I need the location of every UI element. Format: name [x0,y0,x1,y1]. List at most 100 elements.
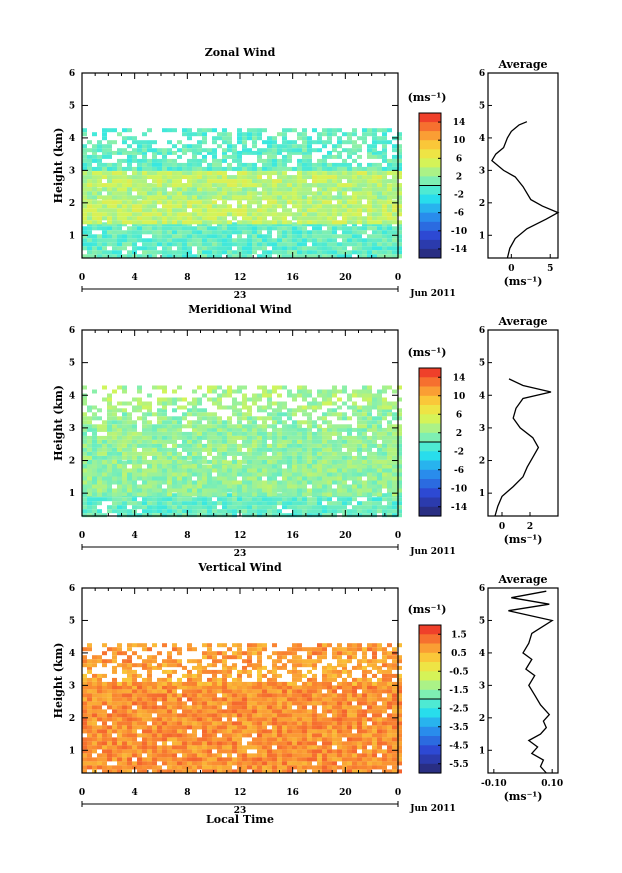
vertical-heat-cell [327,685,332,690]
zonal-heat-cell [322,216,327,221]
meridional-heat-cell [237,389,242,394]
meridional-heat-cell [142,443,147,448]
vertical-heat-cell [302,725,307,730]
meridional-heat-cell [337,447,342,452]
zonal-heat-cell [127,150,132,155]
vertical-heat-cell [212,737,217,742]
zonal-heat-cell [322,158,327,163]
vertical-heat-cell [127,693,132,698]
zonal-heat-cell [227,195,232,200]
meridional-heat-cell [247,443,252,448]
meridional-heat-cell [187,435,192,440]
meridional-heat-cell [272,468,277,473]
meridional-heat-cell [387,488,392,493]
meridional-heat-cell [157,397,162,402]
vertical-heat-cell [277,689,282,694]
meridional-heat-cell [317,497,322,502]
vertical-heat-cell [312,693,317,698]
zonal-heat-cell [187,230,192,235]
zonal-heat-cell [372,144,377,149]
vertical-heat-cell [347,685,352,690]
meridional-heat-cell [277,401,282,406]
zonal-heat-cell [327,175,332,180]
zonal-heat-cell [132,246,137,251]
vertical-heat-cell [92,685,97,690]
meridional-heat-cell [287,389,292,394]
zonal-heat-cell [187,216,192,221]
vertical-heat-cell [92,717,97,722]
meridional-heat-cell [372,501,377,506]
meridional-heat-cell [387,492,392,497]
meridional-heat-cell [227,488,232,493]
zonal-heat-cell [122,238,127,243]
zonal-heat-cell [322,234,327,239]
meridional-cbar-segment [419,451,441,462]
zonal-heat-cell [317,246,322,251]
zonal-heat-cell [167,171,172,176]
meridional-heat-cell [392,497,397,502]
zonal-heat-cell [277,179,282,184]
zonal-heat-cell [247,166,252,171]
vertical-heat-cell [172,729,177,734]
meridional-heat-cell [197,484,202,489]
meridional-heat-cell [282,476,287,481]
zonal-heat-cell [212,140,217,145]
meridional-heat-cell [112,420,117,425]
vertical-heat-cell [212,717,217,722]
vertical-heat-cell [257,737,262,742]
zonal-heat-cell [302,234,307,239]
zonal-heat-cell [107,140,112,145]
zonal-heat-cell [257,136,262,141]
vertical-heat-cell [167,721,172,726]
zonal-heat-cell [302,175,307,180]
zonal-heat-cell [357,242,362,247]
zonal-heat-cell [337,166,342,171]
zonal-heat-cell [197,246,202,251]
meridional-heat-cell [302,476,307,481]
meridional-heat-cell [247,447,252,452]
meridional-heat-cell [152,509,157,514]
meridional-heat-cell [137,459,142,464]
zonal-heat-cell [232,150,237,155]
zonal-heat-cell [187,246,192,251]
vertical-heat-cell [232,689,237,694]
meridional-heat-cell [107,416,112,421]
zonal-heat-cell [387,171,392,176]
zonal-heat-cell [372,148,377,153]
meridional-heat-cell [177,468,182,473]
zonal-heat-cell [302,162,307,167]
vertical-heat-cell [367,729,372,734]
zonal-heat-cell [317,136,322,141]
vertical-heat-cell [107,733,112,738]
zonal-heat-cell [117,183,122,188]
meridional-avg-ytick-label: 2 [479,457,485,467]
zonal-heat-cell [222,136,227,141]
meridional-heat-cell [202,476,207,481]
vertical-heat-cell [297,689,302,694]
zonal-heat-cell [217,220,222,225]
vertical-heat-cell [137,709,142,714]
meridional-heat-cell [167,424,172,429]
zonal-heat-cell [322,212,327,217]
zonal-heat-cell [312,238,317,243]
meridional-heat-cell [137,431,142,436]
meridional-heat-cell [342,501,347,506]
meridional-heat-cell [82,443,87,448]
meridional-heat-cell [377,393,382,398]
zonal-heat-cell [107,191,112,196]
vertical-heat-cell [237,733,242,738]
zonal-heat-cell [207,179,212,184]
zonal-heat-cell [347,230,352,235]
meridional-heat-cell [152,480,157,485]
zonal-heat-cell [127,191,132,196]
zonal-heat-cell [362,242,367,247]
meridional-heat-cell [352,455,357,460]
zonal-heat-cell [372,195,377,200]
meridional-heat-cell [152,435,157,440]
meridional-heat-cell [372,397,377,402]
zonal-heat-cell [382,246,387,251]
meridional-heat-cell [217,447,222,452]
meridional-heat-cell [172,472,177,477]
meridional-heat-cell [282,451,287,456]
zonal-cbar-segment [419,230,441,241]
